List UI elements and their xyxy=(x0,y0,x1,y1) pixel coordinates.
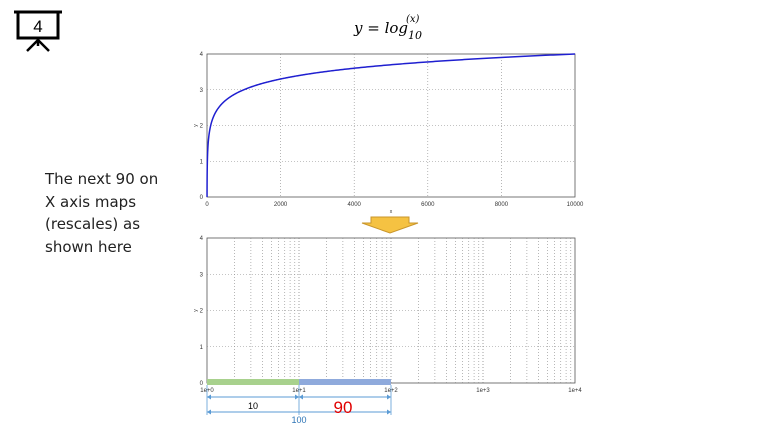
span-label-total: 100 xyxy=(291,415,306,425)
presentation-board-icon xyxy=(14,10,62,52)
y-tick-label: 4 xyxy=(200,52,204,58)
dimension-arrowhead xyxy=(387,409,391,415)
span-label-first-decade: 10 xyxy=(248,401,258,411)
y-tick-label: 0 xyxy=(200,381,204,387)
linear-log-chart: 0 2000 4000 6000 8000 10000 0 1 2 3 4 x y xyxy=(193,52,584,215)
dimension-arrowhead xyxy=(387,394,391,400)
down-arrow-icon xyxy=(361,216,419,234)
x-tick-label: 1e+3 xyxy=(476,388,490,394)
x-axis-label: x xyxy=(390,209,393,215)
x-tick-label: 6000 xyxy=(421,202,435,208)
y-tick-label: 3 xyxy=(200,88,204,94)
y-tick-label: 4 xyxy=(200,236,204,242)
highlight-bar xyxy=(299,379,391,385)
explanation-note: The next 90 on X axis maps (rescales) as… xyxy=(45,168,180,258)
slide-number: 4 xyxy=(33,17,42,36)
note-line: The next 90 on xyxy=(45,170,159,188)
note-line: (rescales) as xyxy=(45,215,141,233)
y-axis-label: y xyxy=(193,124,199,127)
x-tick-label: 4000 xyxy=(348,202,362,208)
y-tick-label: 1 xyxy=(200,345,204,351)
dimension-arrowhead xyxy=(299,394,303,400)
y-tick-label: 0 xyxy=(200,195,204,201)
note-line: shown here xyxy=(45,237,132,256)
y-axis-label: y xyxy=(193,309,199,312)
dimension-arrowhead xyxy=(207,409,211,415)
log-curve xyxy=(206,53,576,197)
x-tick-label: 10000 xyxy=(567,202,584,208)
x-tick-label: 0 xyxy=(205,202,209,208)
span-label-next-ninety: 90 xyxy=(334,398,353,417)
y-tick-label: 1 xyxy=(200,159,204,165)
equation-superscript: (x) xyxy=(406,14,420,25)
y-tick-label: 3 xyxy=(200,272,204,278)
equation-title: y = log10 xyxy=(353,19,422,42)
x-tick-label: 8000 xyxy=(495,202,509,208)
dimension-arrowhead xyxy=(207,394,211,400)
x-tick-label: 2000 xyxy=(274,202,288,208)
y-tick-label: 2 xyxy=(200,309,204,315)
equation-prefix: y = log xyxy=(353,19,408,37)
note-line: X axis maps xyxy=(45,192,137,211)
dimension-arrowhead xyxy=(295,394,299,400)
highlight-bar xyxy=(207,379,299,385)
y-tick-label: 2 xyxy=(200,124,204,130)
x-tick-label: 1e+4 xyxy=(568,388,582,394)
equation-subscript: 10 xyxy=(408,29,422,42)
